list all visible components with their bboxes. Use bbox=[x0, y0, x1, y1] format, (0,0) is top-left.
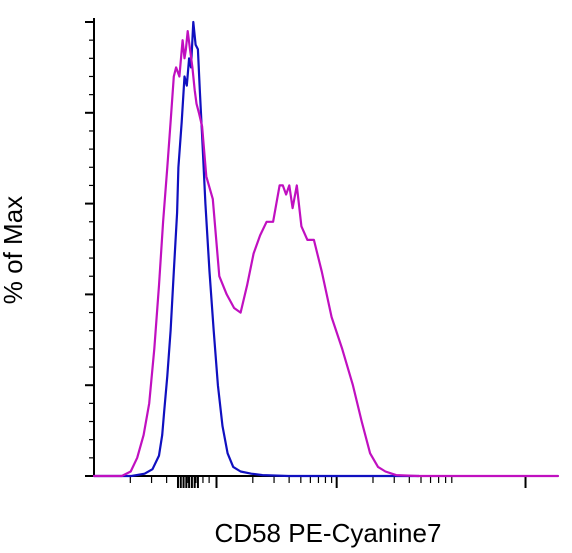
x-axis-label: CD58 PE-Cyanine7 bbox=[215, 518, 442, 548]
y-axis-ticks bbox=[85, 21, 94, 477]
y-axis-label: % of Max bbox=[0, 196, 28, 304]
series-line-magenta bbox=[92, 30, 560, 478]
x-axis-ticks bbox=[129, 476, 527, 488]
series-line-blue bbox=[92, 20, 420, 478]
series-layer bbox=[92, 20, 560, 478]
